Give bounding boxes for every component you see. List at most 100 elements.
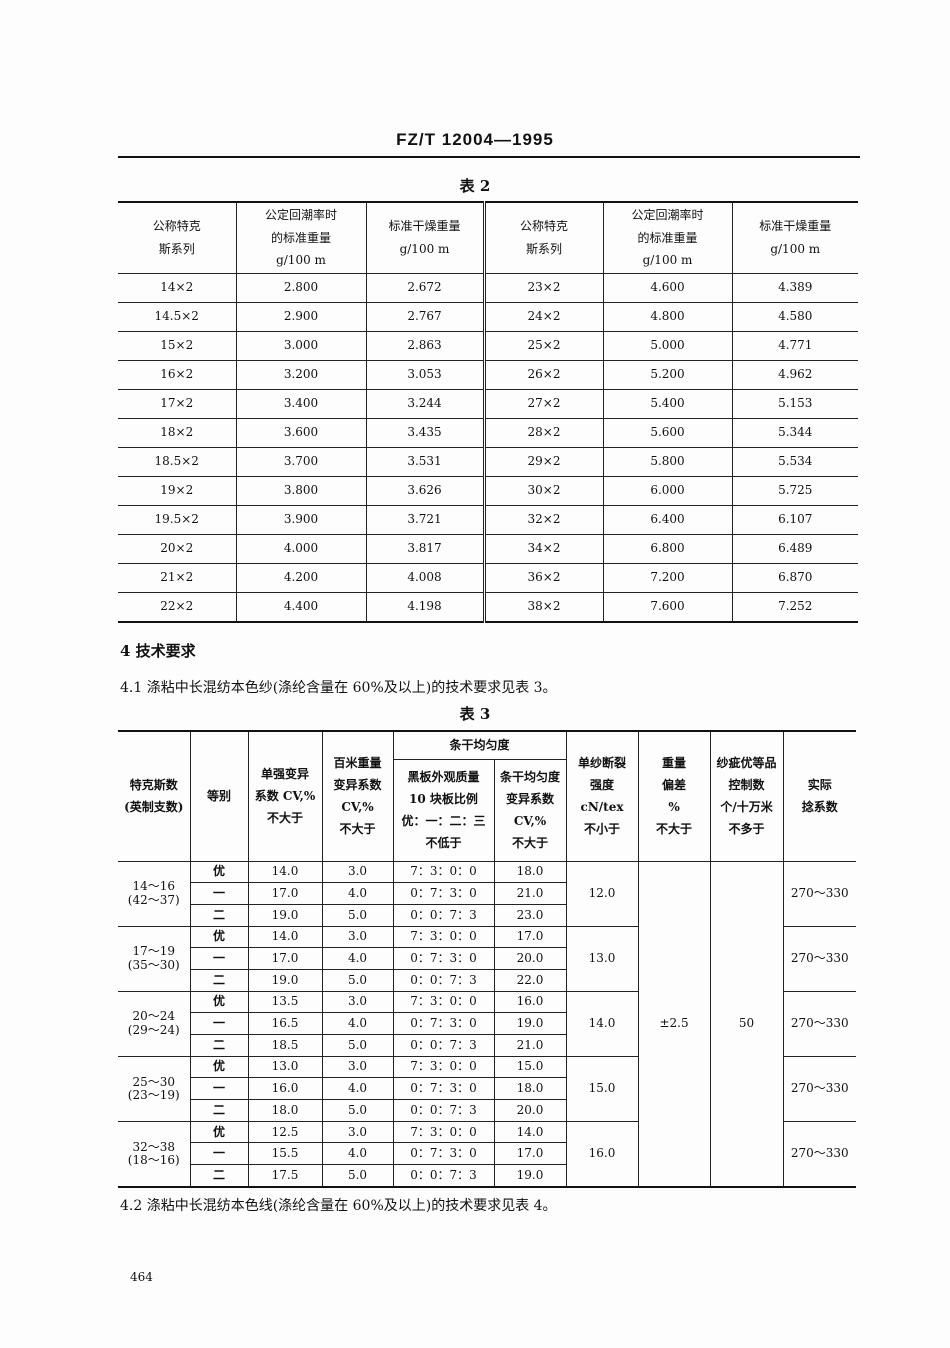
header-tex: 特克斯数 (英制支数) <box>118 730 191 862</box>
column-header: 公称特克 斯系列 <box>118 201 237 274</box>
table-row: 25～30 (23～19) 优 13.0 3.0 7：3：0：0 15.0 15.0 270～… <box>118 1055 857 1122</box>
column-header: 标准干燥重量 g/100 m <box>366 201 486 274</box>
table-cell: 5.0 <box>321 1164 394 1188</box>
tex-range-cell: 32～38 (18～16) <box>118 1120 191 1188</box>
table-cell: 5.600 <box>603 418 733 448</box>
table-cell: 7：3：0：0 <box>392 860 495 884</box>
table-cell: 18.0 <box>247 1099 323 1122</box>
table-cell: 4.198 <box>366 592 486 623</box>
table-cell: 32×2 <box>484 505 604 535</box>
table-row: 二 19.0 5.0 0：0：7：3 23.0 <box>118 903 856 927</box>
table-cell: 7：3：0：0 <box>392 990 495 1014</box>
table-cell: 4.0 <box>321 1142 394 1166</box>
table-row: 32～38 (18～16) 优 12.5 3.0 7：3：0：0 14.0 16.0 270～… <box>118 1120 857 1188</box>
table-cell: 18.0 <box>493 860 567 884</box>
table-cell: 3.000 <box>236 331 367 361</box>
table-cell: 3.800 <box>236 476 367 506</box>
table-cell: 16×2 <box>118 360 237 390</box>
table-cell: 3.400 <box>236 389 367 419</box>
table-cell: 5.800 <box>603 447 733 477</box>
table-cell: 2.800 <box>236 273 367 303</box>
table-cell: 21.0 <box>493 1034 567 1057</box>
table-cell: 19.0 <box>493 1012 567 1035</box>
table-cell: 13.0 <box>247 1055 323 1079</box>
tex-range-cell: 25～30 (23～19) <box>118 1055 191 1122</box>
table-cell: 6.000 <box>603 476 733 506</box>
table-row: 一 16.5 4.0 0：7：3：0 19.0 <box>118 1012 856 1035</box>
standard-number: FZ/T 12004—1995 <box>396 130 554 149</box>
tex-range-cell: 20～24 (29～24) <box>118 990 191 1057</box>
table-cell: 3.626 <box>366 476 486 506</box>
table-cell: 3.053 <box>366 360 486 390</box>
table-cell: 0：0：7：3 <box>392 1099 495 1122</box>
table-3: 特克斯数 (英制支数) 等别 单强变异 系数 CV,% 不大于 百米重量 变异系… <box>118 730 857 1188</box>
table-cell: 4.962 <box>732 360 858 390</box>
table-row: 二 19.0 5.0 0：0：7：3 22.0 <box>118 968 856 992</box>
header-evenness: 条干均匀度 <box>392 730 567 760</box>
grade-cell: 一 <box>190 1012 249 1035</box>
table-cell: 5.0 <box>321 903 394 927</box>
table-cell: 15.5 <box>247 1142 323 1166</box>
column-header: 公定回潮率时 的标准重量 g/100 m <box>236 201 367 274</box>
table-cell: 4.200 <box>236 563 367 593</box>
table-cell: 7：3：0：0 <box>392 925 495 949</box>
table-cell: 7.252 <box>732 592 858 623</box>
weight-deviation-cell: ±2.5 <box>637 860 711 1188</box>
table-cell: 0：7：3：0 <box>392 882 495 905</box>
table-cell: 3.0 <box>321 990 394 1014</box>
header-grade: 等别 <box>189 730 249 862</box>
table-cell: 0：0：7：3 <box>392 1034 495 1057</box>
table-cell: 4.0 <box>321 882 394 905</box>
twist-cell: 270～330 <box>782 990 857 1057</box>
table-row: 14×2 2.800 2.672 23×2 4.600 4.389 <box>118 273 858 303</box>
grade-cell: 优 <box>189 990 249 1014</box>
header-strength-cv: 单强变异 系数 CV,% 不大于 <box>247 730 323 862</box>
grade-cell: 二 <box>190 1099 249 1122</box>
table-cell: 3.600 <box>236 418 367 448</box>
table-cell: 18.0 <box>493 1077 567 1101</box>
grade-cell: 二 <box>190 1034 249 1057</box>
table-cell: 17.5 <box>247 1164 323 1188</box>
table-cell: 19.0 <box>493 1164 567 1188</box>
table-cell: 21.0 <box>493 882 567 905</box>
table-cell: 6.800 <box>603 534 733 564</box>
twist-cell: 270～330 <box>782 1120 857 1188</box>
table-cell: 3.0 <box>321 860 394 884</box>
table-cell: 34×2 <box>484 534 604 564</box>
table-cell: 14.0 <box>247 860 323 884</box>
table-cell: 20.0 <box>493 1099 567 1122</box>
table-cell: 0：7：3：0 <box>392 1077 495 1101</box>
grade-cell: 一 <box>190 1142 249 1166</box>
table-cell: 17×2 <box>118 389 237 419</box>
table-cell: 4.800 <box>603 302 733 332</box>
table-cell: 14.0 <box>493 1120 567 1144</box>
paragraph-4-1: 4.1 涤粘中长混纺本色纱(涤纶含量在 60%及以上)的技术要求见表 3。 <box>120 680 557 696</box>
table-cell: 6.107 <box>732 505 858 535</box>
table-cell: 29×2 <box>484 447 604 477</box>
table-cell: 7.200 <box>603 563 733 593</box>
table-cell: 14.0 <box>247 925 323 949</box>
table-row: 20～24 (29～24) 优 13.5 3.0 7：3：0：0 16.0 14.0 270～… <box>118 990 857 1057</box>
table-row: 14.5×2 2.900 2.767 24×2 4.800 4.580 <box>118 302 858 332</box>
section-4-title: 4 技术要求 <box>120 642 196 660</box>
table-row: 16×2 3.200 3.053 26×2 5.200 4.962 <box>118 360 858 390</box>
table-row: 14～16 (42～37) 优 14.0 3.0 7：3：0：0 18.0 12.0 ±2.5… <box>118 860 857 1188</box>
table-cell: 7.600 <box>603 592 733 623</box>
table-cell: 17.0 <box>493 925 567 949</box>
paragraph-4-2: 4.2 涤粘中长混纺本色线(涤纶含量在 60%及以上)的技术要求见表 4。 <box>120 1198 557 1214</box>
table-cell: 15×2 <box>118 331 237 361</box>
table-cell: 21×2 <box>118 563 237 593</box>
table-cell: 3.0 <box>321 925 394 949</box>
header-board: 黑板外观质量 10 块板比例 优：一：二：三 不低于 <box>393 758 495 862</box>
table-cell: 14.5×2 <box>118 302 237 332</box>
table-cell: 24×2 <box>484 302 604 332</box>
table-cell: 14×2 <box>118 273 237 303</box>
table-cell: 15.0 <box>493 1055 567 1079</box>
table-cell: 17.0 <box>247 947 323 970</box>
table-cell: 2.863 <box>366 331 486 361</box>
table-cell: 3.531 <box>366 447 486 477</box>
table-cell: 7：3：0：0 <box>392 1055 495 1079</box>
table-cell: 20.0 <box>493 947 567 970</box>
grade-cell: 二 <box>190 903 249 927</box>
table-cell: 5.534 <box>732 447 858 477</box>
